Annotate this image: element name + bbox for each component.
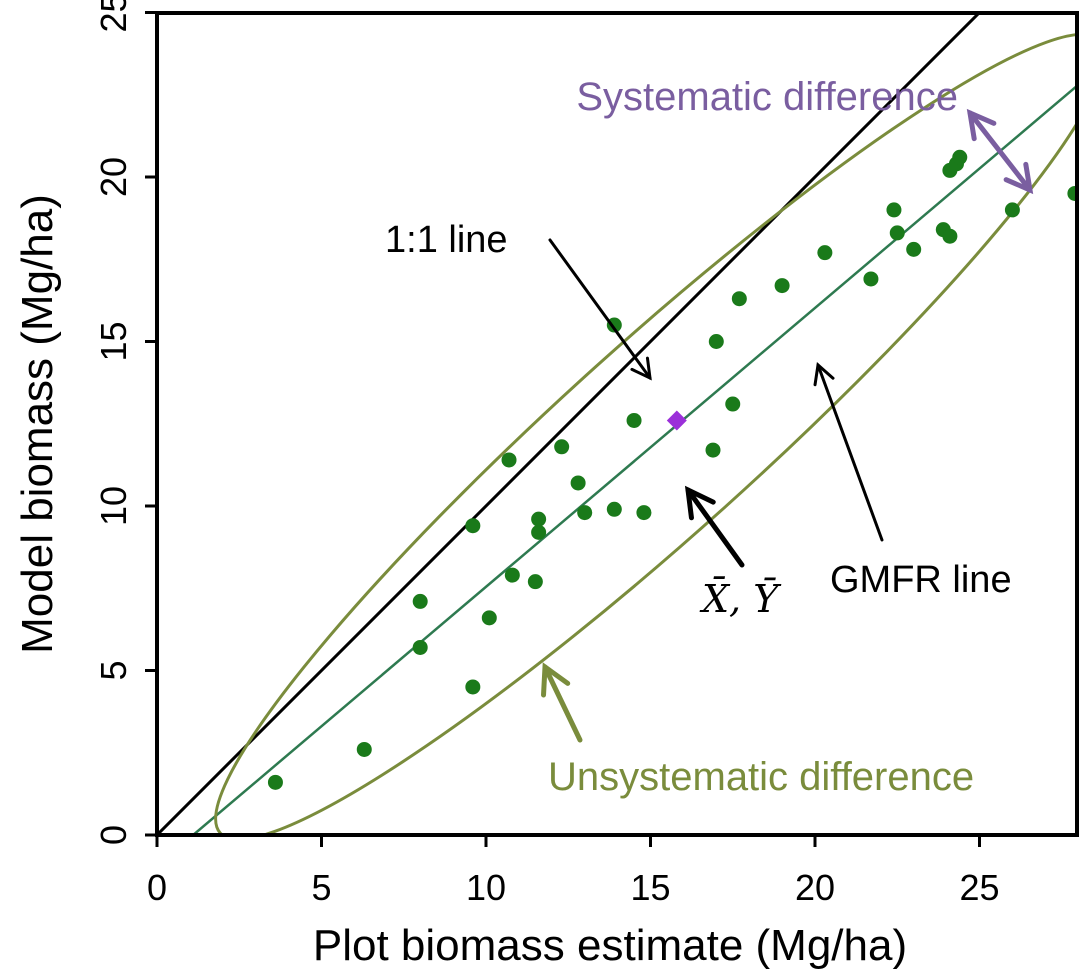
y-axis-title: Model biomass (Mg/ha) xyxy=(13,194,62,654)
systematic-difference-arrow xyxy=(966,108,1034,195)
data-point xyxy=(731,291,747,307)
arrow-head xyxy=(684,485,716,521)
data-points xyxy=(267,149,1077,790)
data-point xyxy=(504,567,520,583)
arrow-shaft xyxy=(548,238,652,380)
data-point xyxy=(906,241,922,257)
data-point xyxy=(267,774,283,790)
y-tick-label: 20 xyxy=(93,157,134,197)
x-axis-ticks: 0 5 10 15 20 25 xyxy=(147,835,1000,908)
y-axis-ticks: 0 5 10 15 20 25 xyxy=(93,0,157,845)
x-tick-label: 0 xyxy=(147,867,167,908)
mean-point-arrow xyxy=(684,485,745,568)
arrow-head xyxy=(813,362,835,387)
plot-frame xyxy=(155,11,1079,837)
x-tick-label: 20 xyxy=(795,867,835,908)
x-tick-label: 5 xyxy=(311,867,331,908)
one-to-one-line xyxy=(157,13,982,835)
data-point xyxy=(412,639,428,655)
data-point xyxy=(481,610,497,626)
y-tick-label: 5 xyxy=(93,660,134,680)
data-point xyxy=(554,439,570,455)
data-point xyxy=(465,679,481,695)
mean-point-label: X̄, Ȳ xyxy=(699,577,782,621)
arrow-shaft xyxy=(685,487,745,568)
data-point xyxy=(465,518,481,534)
y-tick-label: 25 xyxy=(93,0,134,33)
data-point xyxy=(774,278,790,294)
data-point xyxy=(606,501,622,517)
data-point xyxy=(1004,202,1020,218)
arrow-shaft xyxy=(967,110,1033,193)
data-point xyxy=(412,593,428,609)
systematic-difference-label: Systematic difference xyxy=(576,75,958,119)
arrow-head xyxy=(1003,161,1034,195)
gmfr-line xyxy=(192,84,1077,835)
y-tick-label: 10 xyxy=(93,486,134,526)
arrow-shaft xyxy=(816,363,884,542)
data-point xyxy=(570,475,586,491)
x-axis-title: Plot biomass estimate (Mg/ha) xyxy=(313,921,907,970)
one-to-one-line-label: 1:1 line xyxy=(385,219,508,261)
data-point xyxy=(863,271,879,287)
gmfr-pointer-arrow xyxy=(813,362,884,542)
mean-point-marker xyxy=(666,410,687,431)
data-point xyxy=(1067,185,1077,201)
data-point xyxy=(952,149,968,165)
unsystematic-difference-label: Unsystematic difference xyxy=(548,755,974,799)
arrow-head xyxy=(541,662,571,698)
data-point xyxy=(705,442,721,458)
y-tick-label: 15 xyxy=(93,321,134,361)
data-point xyxy=(531,524,547,540)
gmfr-line-label: GMFR line xyxy=(830,559,1012,601)
data-point xyxy=(356,741,372,757)
data-point xyxy=(886,202,902,218)
data-point xyxy=(817,245,833,261)
arrow-head xyxy=(966,108,997,142)
data-point xyxy=(725,396,741,412)
one-to-one-pointer-arrow xyxy=(548,238,652,381)
data-point xyxy=(889,225,905,241)
data-point xyxy=(626,412,642,428)
data-point xyxy=(708,334,724,349)
arrow-head xyxy=(630,356,652,381)
y-tick-label: 0 xyxy=(93,825,134,845)
data-point xyxy=(942,228,958,244)
data-point xyxy=(577,505,593,521)
x-tick-label: 25 xyxy=(959,867,999,908)
data-point xyxy=(531,511,547,527)
unsystematic-difference-arrow xyxy=(541,662,583,743)
data-point xyxy=(527,574,543,590)
data-point xyxy=(636,505,652,521)
arrow-shaft xyxy=(542,664,583,743)
x-tick-label: 15 xyxy=(630,867,670,908)
data-point xyxy=(501,452,517,468)
x-tick-label: 10 xyxy=(466,867,506,908)
